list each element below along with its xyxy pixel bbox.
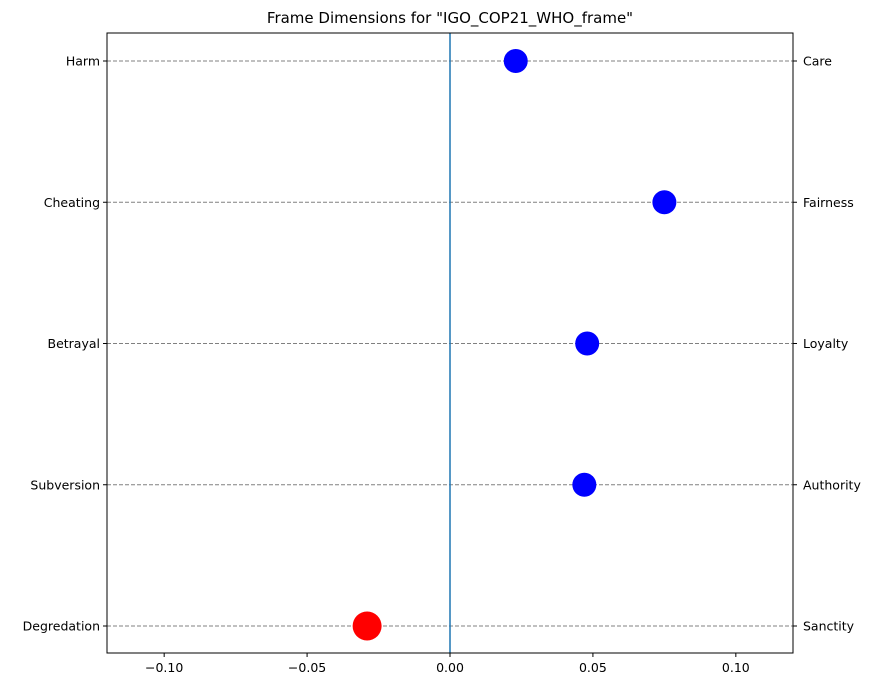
x-tick-label: −0.10 <box>145 660 183 675</box>
data-point <box>352 611 382 641</box>
left-axis-labels: Harm Cheating Betrayal Subversion Degredatio… <box>23 54 107 634</box>
y-label-right: Fairness <box>803 195 854 210</box>
y-label-right: Care <box>803 54 832 69</box>
x-tick-label: 0.00 <box>436 660 464 675</box>
data-point <box>652 190 677 215</box>
chart-title: Frame Dimensions for "IGO_COP21_WHO_fram… <box>267 9 633 28</box>
y-label-right: Loyalty <box>803 336 849 351</box>
x-tick-label: 0.10 <box>722 660 750 675</box>
data-point <box>575 331 600 356</box>
x-tick-label: −0.05 <box>288 660 326 675</box>
data-points <box>352 49 677 641</box>
y-label-left: Harm <box>66 54 100 69</box>
x-tick-label: 0.05 <box>579 660 607 675</box>
y-label-left: Subversion <box>30 477 100 492</box>
data-point <box>503 49 528 73</box>
y-label-right: Authority <box>803 477 861 492</box>
data-point <box>572 472 597 497</box>
y-label-right: Sanctity <box>803 619 855 634</box>
y-label-left: Cheating <box>44 195 100 210</box>
y-label-left: Degredation <box>23 619 100 634</box>
y-label-left: Betrayal <box>48 336 101 351</box>
right-axis-labels: Care Fairness Loyalty Authority Sanctity <box>793 54 861 634</box>
x-axis-ticks: −0.10 −0.05 0.00 0.05 0.10 <box>145 653 750 675</box>
